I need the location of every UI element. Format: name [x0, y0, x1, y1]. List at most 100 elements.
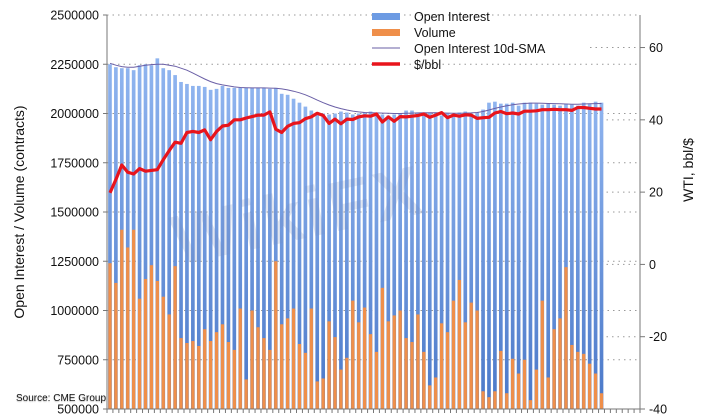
volume-bar — [238, 308, 242, 409]
volume-bar — [285, 318, 290, 409]
left-y-tick-labels: 500000 750000 1000000 1250000 1500000 1750000… — [50, 9, 99, 415]
open-interest-bar — [143, 64, 148, 409]
volume-bar — [534, 369, 538, 409]
open-interest-bar — [125, 68, 130, 409]
left-y-tick-label: 2250000 — [50, 58, 99, 72]
volume-bar — [599, 393, 604, 409]
volume-bar — [552, 329, 556, 409]
series-lines — [108, 62, 602, 194]
open-interest-bar — [161, 68, 166, 409]
volume-bar — [297, 343, 302, 409]
right-y-tick-labels: -40 -20 0 20 40 60 — [649, 41, 667, 415]
right-y-tick-label: 60 — [649, 41, 663, 55]
open-interest-bar — [457, 112, 462, 409]
volume-bar — [505, 393, 509, 409]
legend-item-wti-price: $/bbl — [372, 58, 441, 72]
volume-bar — [422, 351, 426, 409]
open-interest-bar — [445, 113, 450, 409]
left-y-tick-label: 1750000 — [50, 156, 99, 170]
open-interest-bar — [185, 83, 189, 409]
right-y-tick-label: 0 — [649, 258, 656, 272]
volume-bar — [185, 343, 189, 409]
volume-bar — [155, 280, 159, 409]
volume-bar — [374, 351, 379, 409]
legend-label-open-interest: Open Interest — [414, 10, 490, 24]
volume-bar — [434, 377, 438, 409]
legend-swatch-open-interest — [372, 13, 400, 20]
open-interest-bar — [268, 88, 272, 409]
volume-bar — [475, 310, 479, 409]
open-interest-bar — [581, 102, 586, 409]
open-interest-bar — [285, 94, 290, 409]
volume-bar — [214, 332, 219, 409]
open-interest-bar — [137, 65, 142, 410]
open-interest-bar — [309, 110, 314, 410]
volume-bar — [351, 300, 355, 409]
open-interest-bar — [149, 65, 154, 410]
open-interest-bar — [262, 87, 266, 409]
open-interest-bar — [291, 98, 296, 409]
open-interest-bar — [540, 104, 545, 409]
open-interest-bar — [427, 112, 432, 409]
volume-bar — [487, 397, 491, 409]
open-interest-bar — [380, 114, 385, 410]
open-interest-bar — [327, 114, 331, 410]
volume-bar — [209, 341, 213, 409]
right-y-tick-label: -40 — [649, 403, 667, 415]
left-y-tick-label: 1250000 — [50, 255, 99, 269]
volume-bars — [108, 229, 604, 409]
volume-bar — [179, 338, 183, 409]
legend-label-oi-sma: Open Interest 10d-SMA — [414, 42, 546, 56]
open-interest-bar — [108, 64, 112, 409]
volume-bar — [404, 338, 408, 409]
volume-bar — [576, 351, 580, 409]
volume-bar — [220, 324, 225, 409]
left-y-tick-label: 500000 — [57, 403, 99, 415]
open-interest-bar — [398, 113, 402, 409]
open-interest-bar — [587, 103, 592, 410]
volume-bar — [582, 353, 586, 409]
open-interest-bar — [410, 110, 414, 410]
legend-swatch-volume — [372, 29, 400, 36]
volume-bar — [469, 302, 473, 409]
open-interest-bar — [303, 106, 308, 409]
open-interest-bar — [534, 103, 539, 410]
legend-item-volume: Volume — [372, 26, 456, 40]
volume-bar — [315, 381, 319, 409]
open-interest-bar — [599, 102, 604, 409]
open-interest-bar — [238, 87, 243, 409]
volume-bar — [226, 342, 231, 409]
open-interest-bar — [504, 103, 509, 410]
open-interest-bar — [374, 113, 379, 409]
volume-bar — [280, 324, 284, 409]
open-interest-bar — [439, 115, 444, 409]
open-interest-bar — [386, 115, 391, 409]
open-interest-bar — [362, 112, 367, 409]
left-y-tick-label: 2500000 — [50, 9, 99, 23]
volume-bar — [570, 344, 574, 409]
open-interest-bar — [191, 85, 195, 410]
open-interest-bar — [321, 113, 325, 409]
legend-item-oi-sma: Open Interest 10d-SMA — [372, 42, 546, 56]
volume-bar — [428, 385, 432, 409]
volume-bar — [522, 359, 527, 409]
right-y-tick-label: 20 — [649, 186, 663, 200]
open-interest-bar — [593, 101, 598, 410]
source-note: Source: CME Group — [16, 393, 107, 404]
volume-bar — [268, 349, 272, 409]
volume-bar — [250, 310, 254, 409]
open-interest-bar — [469, 113, 474, 409]
open-interest-bar — [250, 87, 254, 409]
open-interest-bar — [522, 102, 527, 409]
volume-bar — [392, 315, 396, 409]
right-y-tick-label: -20 — [649, 330, 667, 344]
volume-bar — [244, 379, 248, 409]
volume-bar — [528, 400, 533, 409]
volume-bar — [114, 282, 118, 409]
volume-bar — [398, 310, 402, 409]
volume-bar — [463, 322, 467, 409]
open-interest-bar — [279, 93, 284, 410]
volume-bar — [327, 321, 331, 409]
volume-bar — [137, 298, 142, 409]
